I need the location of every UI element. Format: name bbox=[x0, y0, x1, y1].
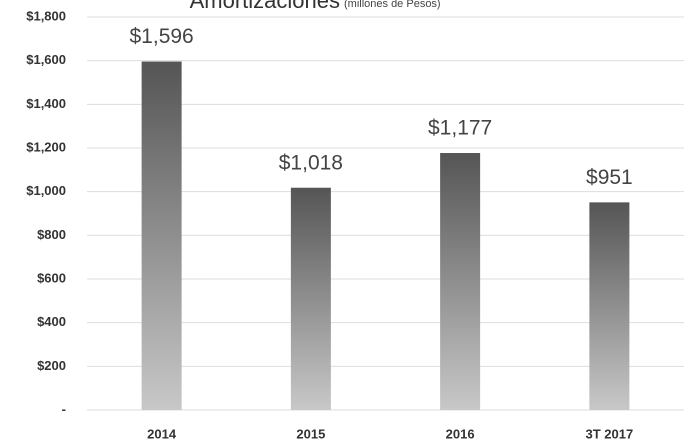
value-label: $1,018 bbox=[279, 151, 343, 174]
y-tick-label: $1,200 bbox=[26, 139, 66, 154]
y-tick-label: $600 bbox=[37, 270, 66, 285]
x-tick-label: 3T 2017 bbox=[586, 426, 634, 441]
y-tick-label: $800 bbox=[37, 227, 66, 242]
y-tick-label: $1,600 bbox=[26, 52, 66, 67]
y-tick-label: $400 bbox=[37, 314, 66, 329]
bar bbox=[290, 187, 331, 410]
x-tick-label: 2015 bbox=[296, 426, 325, 441]
bar bbox=[589, 202, 630, 410]
x-tick-label: 2016 bbox=[446, 426, 475, 441]
bar bbox=[440, 153, 481, 410]
value-label: $1,177 bbox=[428, 117, 492, 140]
y-tick-label: $1,400 bbox=[26, 96, 66, 111]
value-label: $1,596 bbox=[130, 25, 194, 48]
value-label: $951 bbox=[586, 166, 633, 189]
y-tick-label: - bbox=[62, 401, 66, 416]
chart-title: Amortizaciones bbox=[190, 0, 340, 13]
x-tick-label: 2014 bbox=[147, 426, 177, 441]
y-tick-label: $1,800 bbox=[26, 8, 66, 23]
y-tick-label: $200 bbox=[37, 358, 66, 373]
chart-subtitle: (millones de Pesos) bbox=[344, 0, 441, 10]
bar bbox=[141, 61, 182, 410]
y-tick-label: $1,000 bbox=[26, 183, 66, 198]
